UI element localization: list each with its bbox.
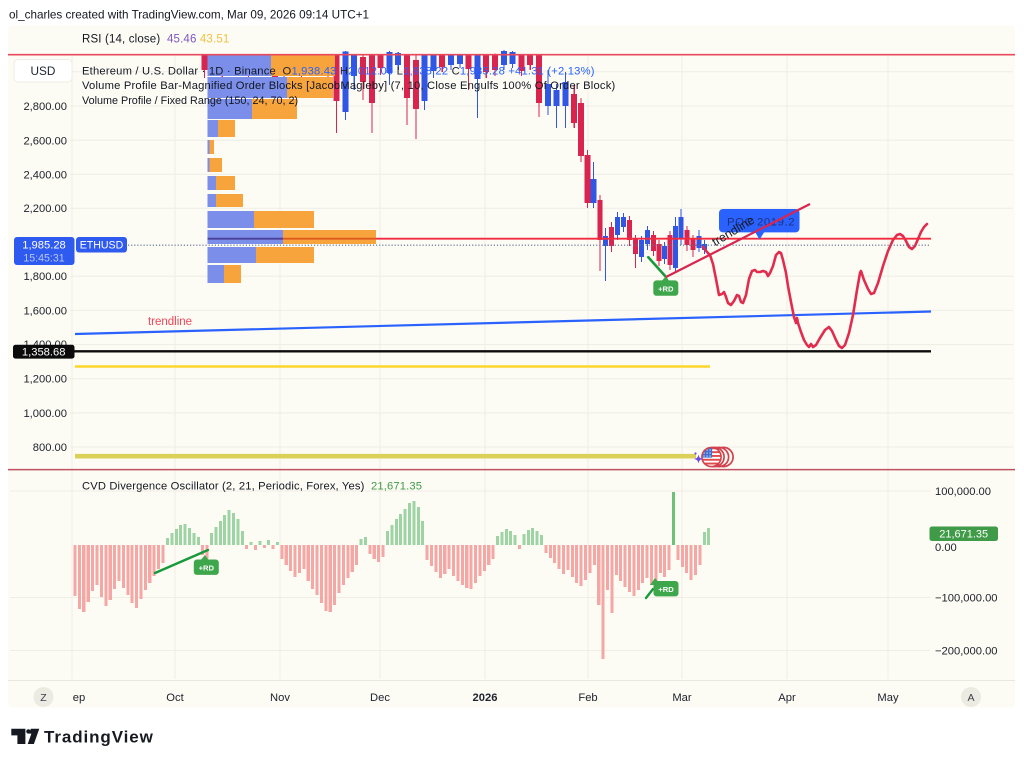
svg-text:2,800.00: 2,800.00: [23, 101, 67, 113]
svg-text:2,600.00: 2,600.00: [23, 135, 67, 147]
svg-text:Ethereum / U.S. Dollar · 1D ·: Ethereum / U.S. Dollar · 1D · Binance O1…: [82, 66, 595, 78]
svg-text:USD: USD: [31, 64, 56, 78]
svg-text:May: May: [877, 692, 899, 704]
svg-text:2,200.00: 2,200.00: [23, 203, 67, 215]
svg-text:100,000.00: 100,000.00: [935, 486, 991, 498]
svg-text:2,400.00: 2,400.00: [23, 169, 67, 181]
svg-text:0.00: 0.00: [935, 542, 957, 554]
svg-text:ep: ep: [73, 692, 85, 704]
svg-text:Z: Z: [40, 692, 47, 704]
svg-text:TradingView: TradingView: [44, 728, 154, 747]
svg-text:Feb: Feb: [578, 692, 597, 704]
svg-text:15:45:31: 15:45:31: [23, 252, 64, 264]
svg-text:−200,000.00: −200,000.00: [935, 646, 998, 658]
svg-text:−100,000.00: −100,000.00: [935, 593, 998, 605]
svg-text:1,985.28: 1,985.28: [22, 240, 66, 252]
svg-text:Nov: Nov: [270, 692, 290, 704]
svg-text:Apr: Apr: [778, 692, 796, 704]
svg-text:Mar: Mar: [672, 692, 692, 704]
svg-text:trendline: trendline: [148, 316, 192, 328]
svg-text:Volume Profile / Fixed Range (: Volume Profile / Fixed Range (150, 24, 7…: [82, 95, 298, 107]
svg-text:CVD Divergence Oscillator (2,: CVD Divergence Oscillator (2, 21, Period…: [82, 481, 422, 493]
svg-text:A: A: [967, 692, 974, 704]
svg-text:Oct: Oct: [166, 692, 184, 704]
svg-text:1,200.00: 1,200.00: [23, 374, 67, 386]
svg-text:1,600.00: 1,600.00: [23, 305, 67, 317]
svg-text:21,671.35: 21,671.35: [939, 529, 988, 541]
svg-text:2026: 2026: [473, 692, 498, 704]
svg-text:ETHUSD: ETHUSD: [80, 240, 124, 252]
svg-text:+RD: +RD: [199, 564, 215, 573]
svg-text:ol_charles created with Tradin: ol_charles created with TradingView.com,…: [9, 9, 369, 22]
svg-text:+RD: +RD: [658, 285, 674, 294]
svg-text:1,358.68: 1,358.68: [22, 346, 66, 358]
svg-text:+RD: +RD: [658, 585, 674, 594]
svg-text:Dec: Dec: [370, 692, 390, 704]
svg-text:1,800.00: 1,800.00: [23, 271, 67, 283]
svg-text:RSI (14, close) 45.46 43.51: RSI (14, close) 45.46 43.51: [82, 34, 229, 46]
svg-text:1,000.00: 1,000.00: [23, 408, 67, 420]
svg-text:800.00: 800.00: [33, 442, 67, 454]
svg-text:Volume Profile Bar-Magnified O: Volume Profile Bar-Magnified Order Block…: [82, 80, 615, 92]
